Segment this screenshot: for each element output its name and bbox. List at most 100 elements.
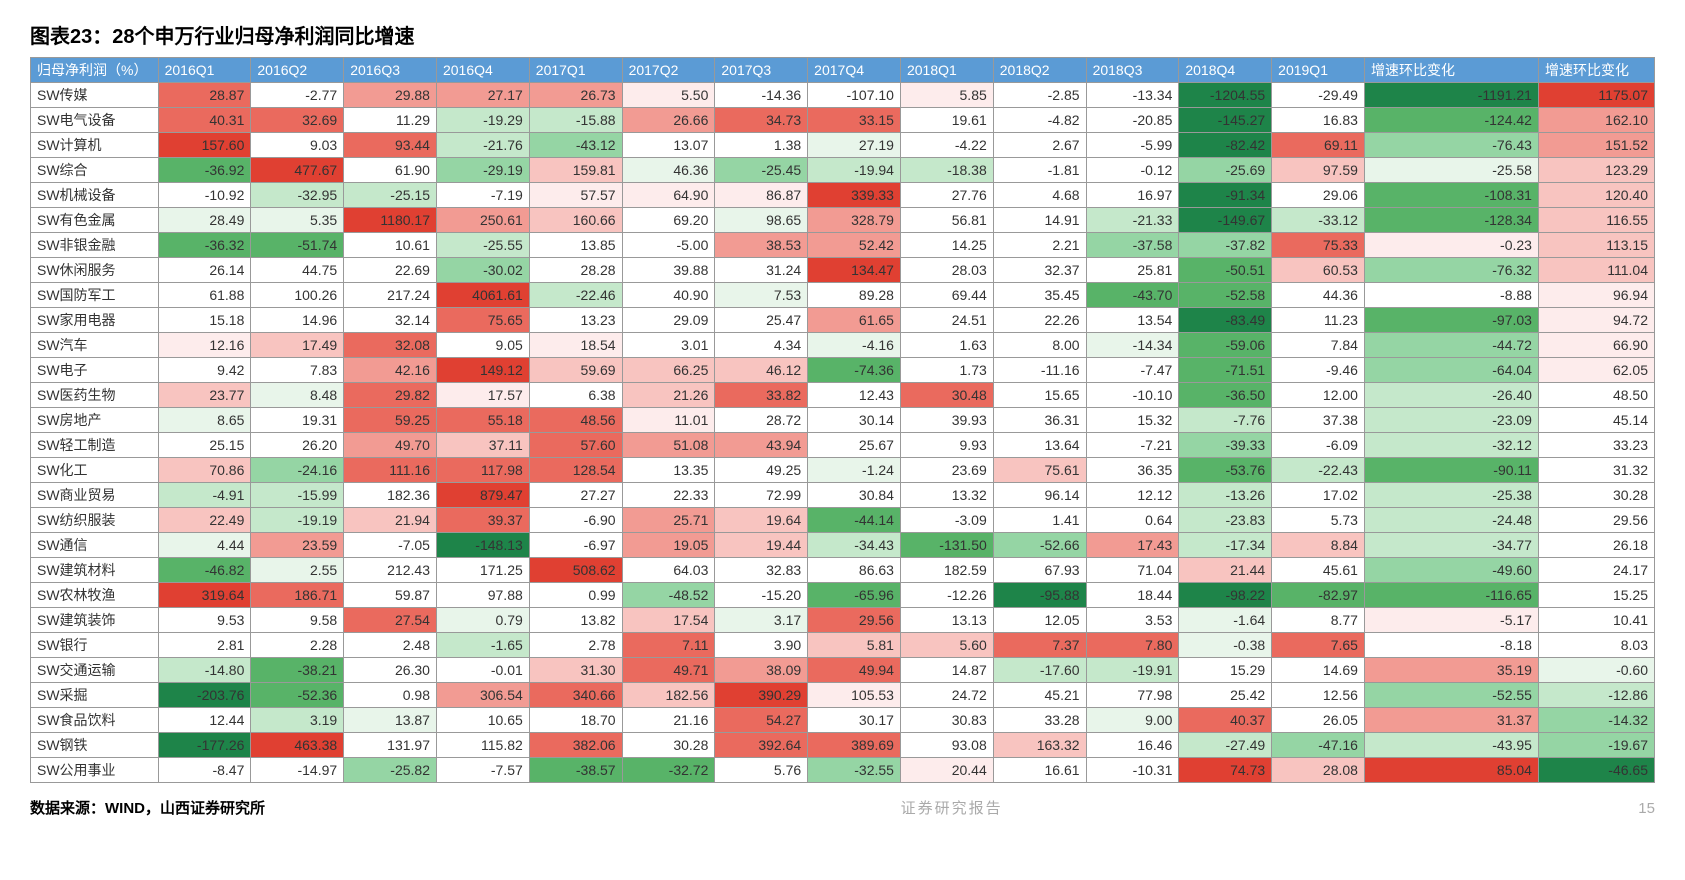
data-cell: 22.26 bbox=[993, 308, 1086, 333]
data-cell: -25.58 bbox=[1364, 158, 1538, 183]
data-cell: 9.05 bbox=[436, 333, 529, 358]
row-name: SW综合 bbox=[31, 158, 159, 183]
row-name: SW传媒 bbox=[31, 83, 159, 108]
data-cell: -21.76 bbox=[436, 133, 529, 158]
data-cell: 32.37 bbox=[993, 258, 1086, 283]
data-cell: -19.94 bbox=[808, 158, 901, 183]
chart-title: 图表23：28个申万行业归母净利润同比增速 bbox=[30, 20, 1655, 49]
table-row: SW电子9.427.8342.16149.1259.6966.2546.12-7… bbox=[31, 358, 1655, 383]
data-cell: 508.62 bbox=[529, 558, 622, 583]
data-cell: -6.09 bbox=[1272, 433, 1365, 458]
data-cell: 319.64 bbox=[158, 583, 251, 608]
data-cell: 57.57 bbox=[529, 183, 622, 208]
column-header: 2017Q1 bbox=[529, 58, 622, 83]
data-cell: -124.42 bbox=[1364, 108, 1538, 133]
data-cell: 3.17 bbox=[715, 608, 808, 633]
data-cell: -25.82 bbox=[344, 758, 437, 783]
data-cell: -4.22 bbox=[900, 133, 993, 158]
data-cell: 1180.17 bbox=[344, 208, 437, 233]
data-cell: 131.97 bbox=[344, 733, 437, 758]
data-cell: 32.69 bbox=[251, 108, 344, 133]
data-cell: 157.60 bbox=[158, 133, 251, 158]
data-cell: -32.72 bbox=[622, 758, 715, 783]
data-cell: 113.15 bbox=[1538, 233, 1654, 258]
data-cell: 48.50 bbox=[1538, 383, 1654, 408]
data-cell: -8.88 bbox=[1364, 283, 1538, 308]
data-cell: 61.88 bbox=[158, 283, 251, 308]
data-cell: 4061.61 bbox=[436, 283, 529, 308]
data-cell: -0.23 bbox=[1364, 233, 1538, 258]
data-cell: 23.59 bbox=[251, 533, 344, 558]
data-cell: -1191.21 bbox=[1364, 83, 1538, 108]
column-header: 2016Q2 bbox=[251, 58, 344, 83]
data-cell: 477.67 bbox=[251, 158, 344, 183]
data-cell: 0.99 bbox=[529, 583, 622, 608]
data-cell: 39.88 bbox=[622, 258, 715, 283]
data-cell: 66.90 bbox=[1538, 333, 1654, 358]
data-cell: 2.28 bbox=[251, 633, 344, 658]
data-cell: 64.03 bbox=[622, 558, 715, 583]
data-cell: 6.38 bbox=[529, 383, 622, 408]
column-header: 2016Q4 bbox=[436, 58, 529, 83]
data-cell: 31.32 bbox=[1538, 458, 1654, 483]
data-cell: 182.59 bbox=[900, 558, 993, 583]
data-cell: 1.38 bbox=[715, 133, 808, 158]
data-cell: 67.93 bbox=[993, 558, 1086, 583]
heatmap-table: 归母净利润（%）2016Q12016Q22016Q32016Q42017Q120… bbox=[30, 57, 1655, 783]
data-cell: 1.73 bbox=[900, 358, 993, 383]
table-row: SW房地产8.6519.3159.2555.1848.5611.0128.723… bbox=[31, 408, 1655, 433]
row-name: SW计算机 bbox=[31, 133, 159, 158]
data-cell: -36.92 bbox=[158, 158, 251, 183]
table-row: SW传媒28.87-2.7729.8827.1726.735.50-14.36-… bbox=[31, 83, 1655, 108]
data-cell: 16.83 bbox=[1272, 108, 1365, 133]
data-cell: -14.32 bbox=[1538, 708, 1654, 733]
data-cell: -32.12 bbox=[1364, 433, 1538, 458]
data-cell: -1.64 bbox=[1179, 608, 1272, 633]
data-cell: 9.03 bbox=[251, 133, 344, 158]
data-cell: -50.51 bbox=[1179, 258, 1272, 283]
data-cell: -8.18 bbox=[1364, 633, 1538, 658]
data-cell: 9.53 bbox=[158, 608, 251, 633]
table-row: SW计算机157.609.0393.44-21.76-43.1213.071.3… bbox=[31, 133, 1655, 158]
data-cell: 59.69 bbox=[529, 358, 622, 383]
table-row: SW建筑装饰9.539.5827.540.7913.8217.543.1729.… bbox=[31, 608, 1655, 633]
data-cell: -17.60 bbox=[993, 658, 1086, 683]
data-cell: 162.10 bbox=[1538, 108, 1654, 133]
data-cell: 26.20 bbox=[251, 433, 344, 458]
data-cell: -1204.55 bbox=[1179, 83, 1272, 108]
data-cell: -128.34 bbox=[1364, 208, 1538, 233]
data-cell: 29.06 bbox=[1272, 183, 1365, 208]
data-cell: 9.58 bbox=[251, 608, 344, 633]
data-cell: 69.11 bbox=[1272, 133, 1365, 158]
data-cell: -177.26 bbox=[158, 733, 251, 758]
data-cell: -7.05 bbox=[344, 533, 437, 558]
data-cell: 8.03 bbox=[1538, 633, 1654, 658]
data-cell: 26.18 bbox=[1538, 533, 1654, 558]
data-cell: -0.01 bbox=[436, 658, 529, 683]
data-cell: 30.84 bbox=[808, 483, 901, 508]
data-cell: -17.34 bbox=[1179, 533, 1272, 558]
data-cell: 62.05 bbox=[1538, 358, 1654, 383]
data-cell: 14.96 bbox=[251, 308, 344, 333]
data-cell: 13.82 bbox=[529, 608, 622, 633]
data-cell: 75.61 bbox=[993, 458, 1086, 483]
data-cell: 25.71 bbox=[622, 508, 715, 533]
table-row: SW医药生物23.778.4829.8217.576.3821.2633.821… bbox=[31, 383, 1655, 408]
table-row: SW建筑材料-46.822.55212.43171.25508.6264.033… bbox=[31, 558, 1655, 583]
row-name: SW电子 bbox=[31, 358, 159, 383]
data-cell: -74.36 bbox=[808, 358, 901, 383]
data-cell: 75.65 bbox=[436, 308, 529, 333]
data-cell: -52.55 bbox=[1364, 683, 1538, 708]
table-row: SW通信4.4423.59-7.05-148.13-6.9719.0519.44… bbox=[31, 533, 1655, 558]
data-cell: 27.54 bbox=[344, 608, 437, 633]
data-cell: 96.94 bbox=[1538, 283, 1654, 308]
data-cell: 86.87 bbox=[715, 183, 808, 208]
data-cell: 45.14 bbox=[1538, 408, 1654, 433]
data-cell: 37.11 bbox=[436, 433, 529, 458]
data-cell: -24.16 bbox=[251, 458, 344, 483]
data-cell: 49.70 bbox=[344, 433, 437, 458]
data-cell: 46.12 bbox=[715, 358, 808, 383]
data-cell: 93.44 bbox=[344, 133, 437, 158]
data-cell: -34.77 bbox=[1364, 533, 1538, 558]
data-cell: 4.44 bbox=[158, 533, 251, 558]
